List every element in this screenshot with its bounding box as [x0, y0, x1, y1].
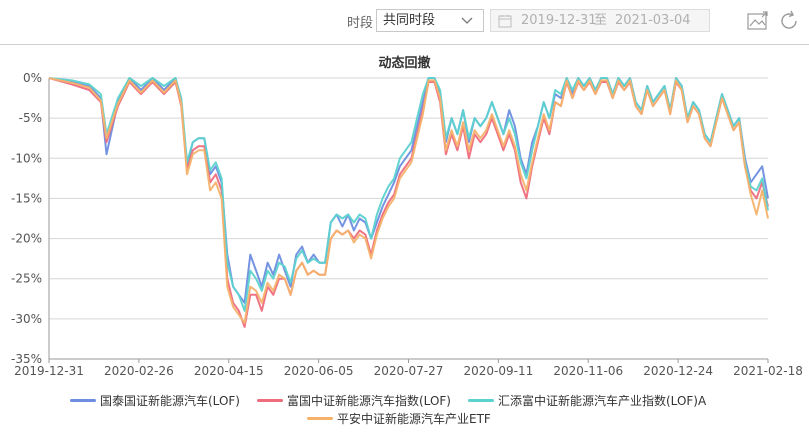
- date-range-field[interactable]: 2019-12-31 至 2021-03-04: [490, 9, 710, 32]
- chevron-down-icon: [461, 17, 473, 24]
- legend-swatch: [70, 399, 96, 402]
- start-date: 2019-12-31: [521, 13, 597, 28]
- x-tick-label: 2020-11-06: [553, 364, 623, 378]
- y-tick-label: -20%: [11, 232, 42, 246]
- y-tick-label: -10%: [11, 151, 42, 165]
- period-select-value: 共同时段: [383, 13, 436, 28]
- toolbar: 时段 共同时段 2019-12-31 至 2021-03-04: [0, 0, 809, 44]
- period-select[interactable]: 共同时段: [376, 9, 484, 32]
- drawdown-chart: 0% -5% -10% -15% -20% -25% -30% -35%2019-12-31 2…: [11, 71, 803, 378]
- legend-label: 富国中证新能源汽车指数(LOF): [287, 394, 451, 408]
- series-line-3: [48, 77, 769, 312]
- legend-label: 国泰国证新能源汽车(LOF): [100, 394, 240, 408]
- y-tick-label: -25%: [11, 272, 42, 286]
- x-tick-label: 2020-02-26: [104, 364, 174, 378]
- chart-title: 动态回撤: [378, 56, 431, 71]
- legend-label: 汇添富中证新能源汽车产业指数(LOF)A: [498, 394, 707, 408]
- x-tick-label: 2021-02-18: [733, 364, 803, 378]
- calendar-icon: [498, 15, 512, 28]
- image-export-icon[interactable]: [746, 9, 770, 33]
- y-tick-label: -15%: [11, 191, 42, 205]
- x-tick-label: 2019-12-31: [14, 364, 84, 378]
- y-tick-label: 0%: [23, 71, 42, 85]
- y-tick-label: -30%: [11, 312, 42, 326]
- end-date: 2021-03-04: [615, 13, 691, 28]
- legend-label: 平安中证新能源汽车产业ETF: [337, 412, 491, 426]
- date-separator: 至: [594, 13, 608, 28]
- legend-swatch: [257, 399, 283, 402]
- legend-swatch: [307, 417, 333, 420]
- legend-swatch: [468, 399, 494, 402]
- period-label: 时段: [347, 16, 374, 31]
- x-tick-label: 2020-07-27: [374, 364, 444, 378]
- series-line-1: [48, 77, 769, 304]
- refresh-icon[interactable]: [777, 9, 801, 33]
- toolbar-divider: [0, 44, 809, 45]
- series-line-2: [48, 77, 769, 328]
- x-tick-label: 2020-04-15: [194, 364, 264, 378]
- x-tick-label: 2020-12-24: [643, 364, 713, 378]
- y-tick-label: -5%: [19, 111, 42, 125]
- y-tick-label: -35%: [11, 352, 42, 366]
- legend: 国泰国证新能源汽车(LOF) 富国中证新能源汽车指数(LOF) 汇添富中证新能源汽车…: [0, 388, 809, 433]
- x-tick-label: 2020-09-11: [464, 364, 534, 378]
- series-line-4: [48, 77, 769, 324]
- x-tick-label: 2020-06-05: [284, 364, 354, 378]
